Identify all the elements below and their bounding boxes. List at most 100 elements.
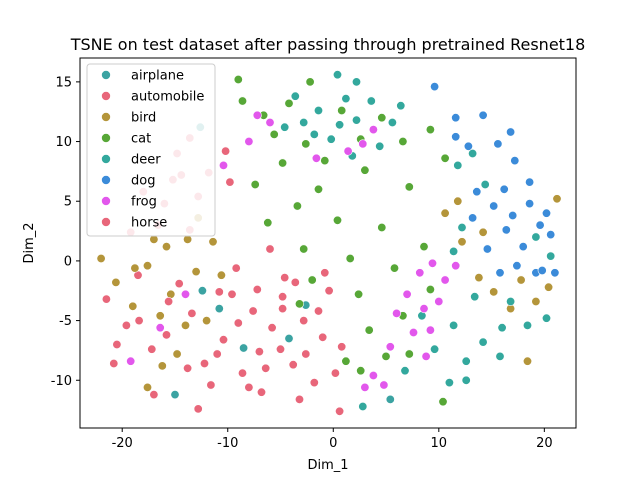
legend-label: deer <box>131 153 161 168</box>
airplane-point <box>385 394 395 404</box>
frog-point <box>427 258 437 268</box>
bird-point <box>143 261 153 271</box>
deer-point <box>497 323 507 333</box>
y-tick-label: 5 <box>64 195 72 210</box>
frog-point <box>415 268 425 278</box>
x-axis-ticks: -20 -10 0 10 20 <box>112 428 553 451</box>
dog-point <box>493 139 503 149</box>
legend-marker <box>101 154 111 164</box>
deer-point <box>546 251 556 261</box>
dog-point <box>525 199 535 209</box>
dog-point <box>430 82 440 92</box>
automobile-point <box>231 263 241 273</box>
bird-point <box>489 287 499 297</box>
cat-point <box>332 215 342 225</box>
horse-point <box>330 368 340 378</box>
cat-point <box>356 366 366 376</box>
legend-label: bird <box>131 111 156 126</box>
horse-point <box>313 306 323 316</box>
legend-label: automobile <box>131 90 204 105</box>
automobile-point <box>174 279 184 289</box>
bird-point <box>162 242 172 252</box>
deer-point <box>396 101 406 111</box>
cat-point <box>313 184 323 194</box>
frog-point <box>434 296 444 306</box>
frog-point <box>368 370 378 380</box>
frog-point <box>425 325 435 335</box>
frog-point <box>126 356 136 366</box>
bird-point <box>552 194 562 204</box>
frog-point <box>408 327 418 337</box>
frog-point <box>252 110 262 120</box>
frog-point <box>181 289 191 299</box>
frog-point <box>311 153 321 163</box>
deer-point <box>313 106 323 116</box>
horse-point <box>214 287 224 297</box>
cat-point <box>337 106 347 116</box>
frog-point <box>451 261 461 271</box>
cat-point <box>238 96 248 106</box>
bird-point <box>143 382 153 392</box>
legend-label: cat <box>131 132 151 147</box>
horse-point <box>244 382 254 392</box>
deer-point <box>309 129 319 139</box>
dog-series <box>430 82 560 278</box>
automobile-point <box>280 273 290 283</box>
bird-point <box>128 301 138 311</box>
airplane-point <box>170 390 180 400</box>
automobile-point <box>206 380 216 390</box>
cat-point <box>404 349 414 359</box>
deer-point <box>400 366 410 376</box>
deer-point <box>449 246 459 256</box>
bird-point <box>453 196 463 206</box>
deer-point <box>335 120 345 130</box>
cat-point <box>299 244 309 254</box>
deer-point <box>387 118 397 128</box>
horse-point <box>164 296 174 306</box>
deer-point <box>531 232 541 242</box>
horse-point <box>109 358 119 368</box>
frog-point <box>419 304 429 314</box>
deer-point <box>478 337 488 347</box>
cat-point <box>320 156 330 166</box>
horse-point <box>278 304 288 314</box>
horse-point <box>301 349 311 359</box>
deer-point <box>366 96 376 106</box>
y-tick-label: 0 <box>64 254 72 269</box>
cat-point <box>354 289 364 299</box>
airplane-point <box>214 304 224 314</box>
bird-point <box>208 237 218 247</box>
automobile-point <box>318 332 328 342</box>
y-axis-label: Dim_2 <box>22 222 37 263</box>
airplane-point <box>239 343 249 353</box>
automobile-point <box>227 289 237 299</box>
legend-label: dog <box>131 174 155 189</box>
dog-point <box>468 213 478 223</box>
horse-point <box>183 363 193 373</box>
cat-point <box>294 299 304 309</box>
automobile-point <box>221 146 231 156</box>
x-tick-label: -20 <box>112 436 133 451</box>
cat-point <box>381 351 391 361</box>
x-tick-label: -10 <box>217 436 238 451</box>
bird-point <box>130 263 140 273</box>
automobile-point <box>278 292 288 302</box>
cat-point <box>360 165 370 175</box>
legend-marker <box>101 175 111 185</box>
frog-point <box>219 160 229 170</box>
deer-point <box>299 118 309 128</box>
frog-point <box>265 118 275 128</box>
cat-point <box>292 201 302 211</box>
automobile-point <box>324 286 334 296</box>
automobile-point <box>162 330 172 340</box>
legend-item-airplane: airplane <box>101 69 184 84</box>
bird-point <box>531 296 541 306</box>
legend-label: airplane <box>131 69 184 84</box>
cat-point <box>364 325 374 335</box>
dog-point <box>508 211 518 221</box>
horse-point <box>212 349 222 359</box>
bird-point <box>172 349 182 359</box>
dog-point <box>518 242 528 252</box>
y-tick-label: 10 <box>55 135 72 150</box>
